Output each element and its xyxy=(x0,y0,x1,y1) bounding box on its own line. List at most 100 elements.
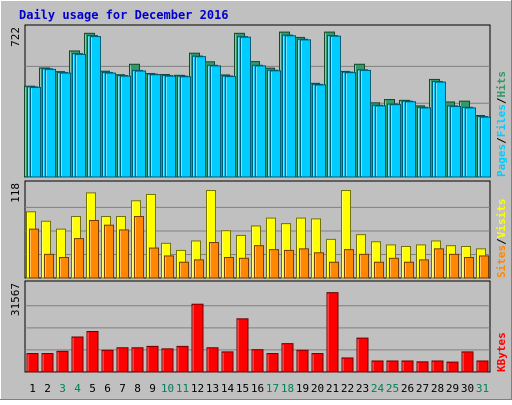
bar-pages-17 xyxy=(270,70,281,178)
bar-kbytes-30 xyxy=(461,351,474,373)
bar-sites-21 xyxy=(329,261,339,279)
legend: KBytes xyxy=(495,332,508,372)
x-tick-label-23: 23 xyxy=(356,382,369,395)
x-tick-label-5: 5 xyxy=(89,382,96,395)
bar-pages-26 xyxy=(405,101,416,178)
bar-kbytes-9 xyxy=(146,345,159,373)
bar-pages-31 xyxy=(480,116,491,178)
bar-sites-12 xyxy=(194,259,204,279)
bar-sites-16 xyxy=(254,245,264,279)
bar-kbytes-18 xyxy=(281,343,294,373)
bar-kbytes-6 xyxy=(101,349,114,373)
bar-pages-20 xyxy=(315,84,326,178)
bar-pages-4 xyxy=(75,53,86,178)
bar-sites-14 xyxy=(224,257,234,279)
legend: Sites/Visits xyxy=(495,199,508,279)
x-tick-label-12: 12 xyxy=(191,382,204,395)
x-tick-label-25: 25 xyxy=(386,382,399,395)
bar-kbytes-27 xyxy=(416,361,429,373)
chart-panels: 722Pages/Files/Hits118Sites/Visits31567K… xyxy=(9,24,508,373)
bar-kbytes-17 xyxy=(266,353,279,373)
legend-entry: KBytes xyxy=(495,332,508,372)
bar-pages-12 xyxy=(195,56,206,178)
legend: Pages/Files/Hits xyxy=(495,71,508,177)
bar-kbytes-23 xyxy=(356,337,369,373)
bar-sites-6 xyxy=(104,224,114,279)
bar-kbytes-19 xyxy=(296,349,309,373)
bar-sites-20 xyxy=(314,252,324,279)
bar-pages-14 xyxy=(225,76,236,178)
bar-kbytes-29 xyxy=(446,361,459,373)
bar-pages-9 xyxy=(150,74,161,178)
bar-sites-4 xyxy=(74,238,84,279)
bar-sites-7 xyxy=(119,229,129,279)
bar-kbytes-21 xyxy=(326,292,339,373)
bar-kbytes-20 xyxy=(311,353,324,373)
bar-sites-19 xyxy=(299,248,309,279)
legend-entry: / xyxy=(495,97,508,104)
bar-sites-5 xyxy=(89,219,99,279)
bar-sites-9 xyxy=(149,247,159,279)
legend-entry: Hits xyxy=(495,71,508,98)
bar-pages-19 xyxy=(300,39,311,178)
legend-entry: / xyxy=(495,137,508,144)
x-tick-label-30: 30 xyxy=(461,382,474,395)
bar-pages-30 xyxy=(465,107,476,178)
bar-kbytes-25 xyxy=(386,360,399,373)
bar-pages-6 xyxy=(105,72,116,178)
x-tick-label-11: 11 xyxy=(176,382,189,395)
panel-3: 31567 KBytes xyxy=(9,280,508,373)
bar-sites-11 xyxy=(179,261,189,279)
bar-pages-22 xyxy=(345,72,356,178)
bar-pages-29 xyxy=(450,105,461,178)
bar-pages-25 xyxy=(390,104,401,178)
bar-sites-3 xyxy=(59,257,69,279)
bar-sites-31 xyxy=(479,255,489,279)
bar-pages-16 xyxy=(255,65,266,178)
bar-sites-25 xyxy=(389,257,399,279)
legend-entry: / xyxy=(495,238,508,245)
x-tick-label-31: 31 xyxy=(476,382,489,395)
bar-kbytes-8 xyxy=(131,347,144,373)
bar-sites-24 xyxy=(374,261,384,279)
bar-sites-13 xyxy=(209,242,219,279)
bar-kbytes-24 xyxy=(371,360,384,373)
bar-sites-27 xyxy=(419,259,429,279)
x-tick-label-13: 13 xyxy=(206,382,219,395)
bar-kbytes-10 xyxy=(161,348,174,373)
x-tick-label-15: 15 xyxy=(236,382,249,395)
bar-kbytes-14 xyxy=(221,351,234,373)
bar-kbytes-12 xyxy=(191,303,204,373)
bar-pages-13 xyxy=(210,65,221,178)
bar-kbytes-31 xyxy=(476,360,489,373)
bar-pages-28 xyxy=(435,81,446,178)
x-tick-label-8: 8 xyxy=(134,382,141,395)
x-axis-tick-labels: 1 2 3 4 5 6 7 8 9 10 11 12 13 14 15 16 17 18 19 20 21 22 23 24 2… xyxy=(29,382,489,395)
legend-entry: Files xyxy=(495,104,508,137)
bar-pages-15 xyxy=(240,36,251,178)
bar-pages-8 xyxy=(135,70,146,178)
x-tick-label-20: 20 xyxy=(311,382,324,395)
bar-sites-15 xyxy=(239,257,249,279)
bar-sites-28 xyxy=(434,248,444,279)
bar-kbytes-1 xyxy=(26,353,39,373)
x-tick-label-3: 3 xyxy=(59,382,66,395)
bar-pages-7 xyxy=(120,75,131,178)
y-max-label: 722 xyxy=(9,27,22,47)
legend-entry: Sites xyxy=(495,245,508,278)
x-tick-label-9: 9 xyxy=(149,382,156,395)
x-tick-label-4: 4 xyxy=(74,382,81,395)
x-tick-label-21: 21 xyxy=(326,382,339,395)
bar-pages-18 xyxy=(285,35,296,178)
x-tick-label-1: 1 xyxy=(29,382,36,395)
x-tick-label-26: 26 xyxy=(401,382,414,395)
bar-pages-3 xyxy=(60,72,71,178)
bar-sites-17 xyxy=(269,249,279,279)
x-tick-label-19: 19 xyxy=(296,382,309,395)
bar-sites-10 xyxy=(164,255,174,279)
bar-sites-30 xyxy=(464,257,474,279)
chart-title: Daily usage for December 2016 xyxy=(19,8,229,22)
x-tick-label-17: 17 xyxy=(266,382,279,395)
legend-entry: Pages xyxy=(495,144,508,177)
